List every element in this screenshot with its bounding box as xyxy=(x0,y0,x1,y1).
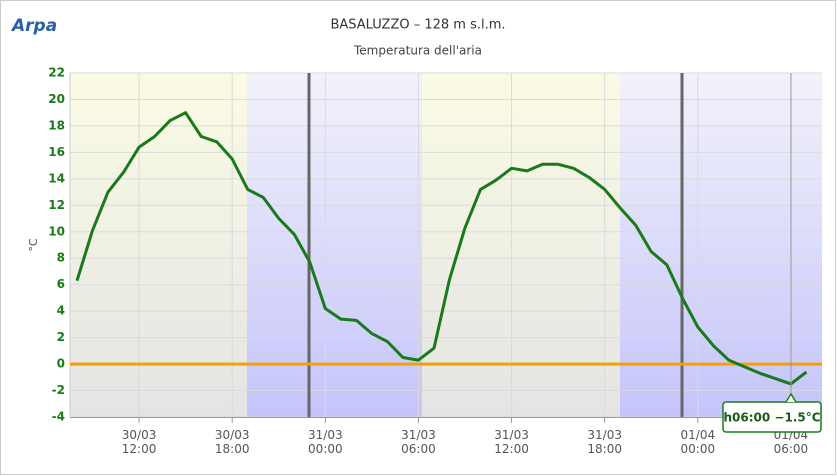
x-tick-label: 31/03 06:00 xyxy=(401,428,436,456)
day-band xyxy=(70,73,247,417)
y-tick-label: 22 xyxy=(48,66,65,80)
y-tick-label: 12 xyxy=(48,198,65,212)
tooltip-arrow xyxy=(785,392,797,403)
x-tick-label: 31/03 00:00 xyxy=(308,428,343,456)
day-band xyxy=(422,73,620,417)
x-tick-label: 30/03 18:00 xyxy=(215,428,250,456)
y-tick-label: 0 xyxy=(57,357,65,371)
y-tick-label: 16 xyxy=(48,145,65,159)
chart-title: BASALUZZO – 128 m s.l.m. xyxy=(330,18,505,33)
y-tick-label: 14 xyxy=(48,171,65,185)
y-tick-label: 4 xyxy=(57,304,65,318)
y-tick-label: 18 xyxy=(48,118,65,132)
x-tick-label: 31/03 12:00 xyxy=(494,428,529,456)
y-tick-label: 20 xyxy=(48,92,65,106)
night-band xyxy=(620,73,822,417)
series-line xyxy=(75,111,808,386)
chart-subtitle: Temperatura dell'aria xyxy=(353,44,482,58)
y-tick-label: 6 xyxy=(57,277,65,291)
tooltip-text: h06:00 −1.5°C xyxy=(723,411,820,425)
y-tick-label: 8 xyxy=(57,251,65,265)
y-axis-label: °C xyxy=(27,238,40,252)
y-tick-label: -2 xyxy=(52,383,65,397)
y-tick-label: 10 xyxy=(48,224,65,238)
y-tick-label: -4 xyxy=(52,410,65,424)
x-tick-label: 31/03 18:00 xyxy=(587,428,622,456)
logo: Arpa xyxy=(10,16,57,36)
x-tick-label: 01/04 00:00 xyxy=(681,428,716,456)
y-tick-label: 2 xyxy=(57,330,65,344)
night-band xyxy=(247,73,422,417)
tooltip-box xyxy=(722,401,822,433)
x-tick-label: 30/03 12:00 xyxy=(122,428,157,456)
